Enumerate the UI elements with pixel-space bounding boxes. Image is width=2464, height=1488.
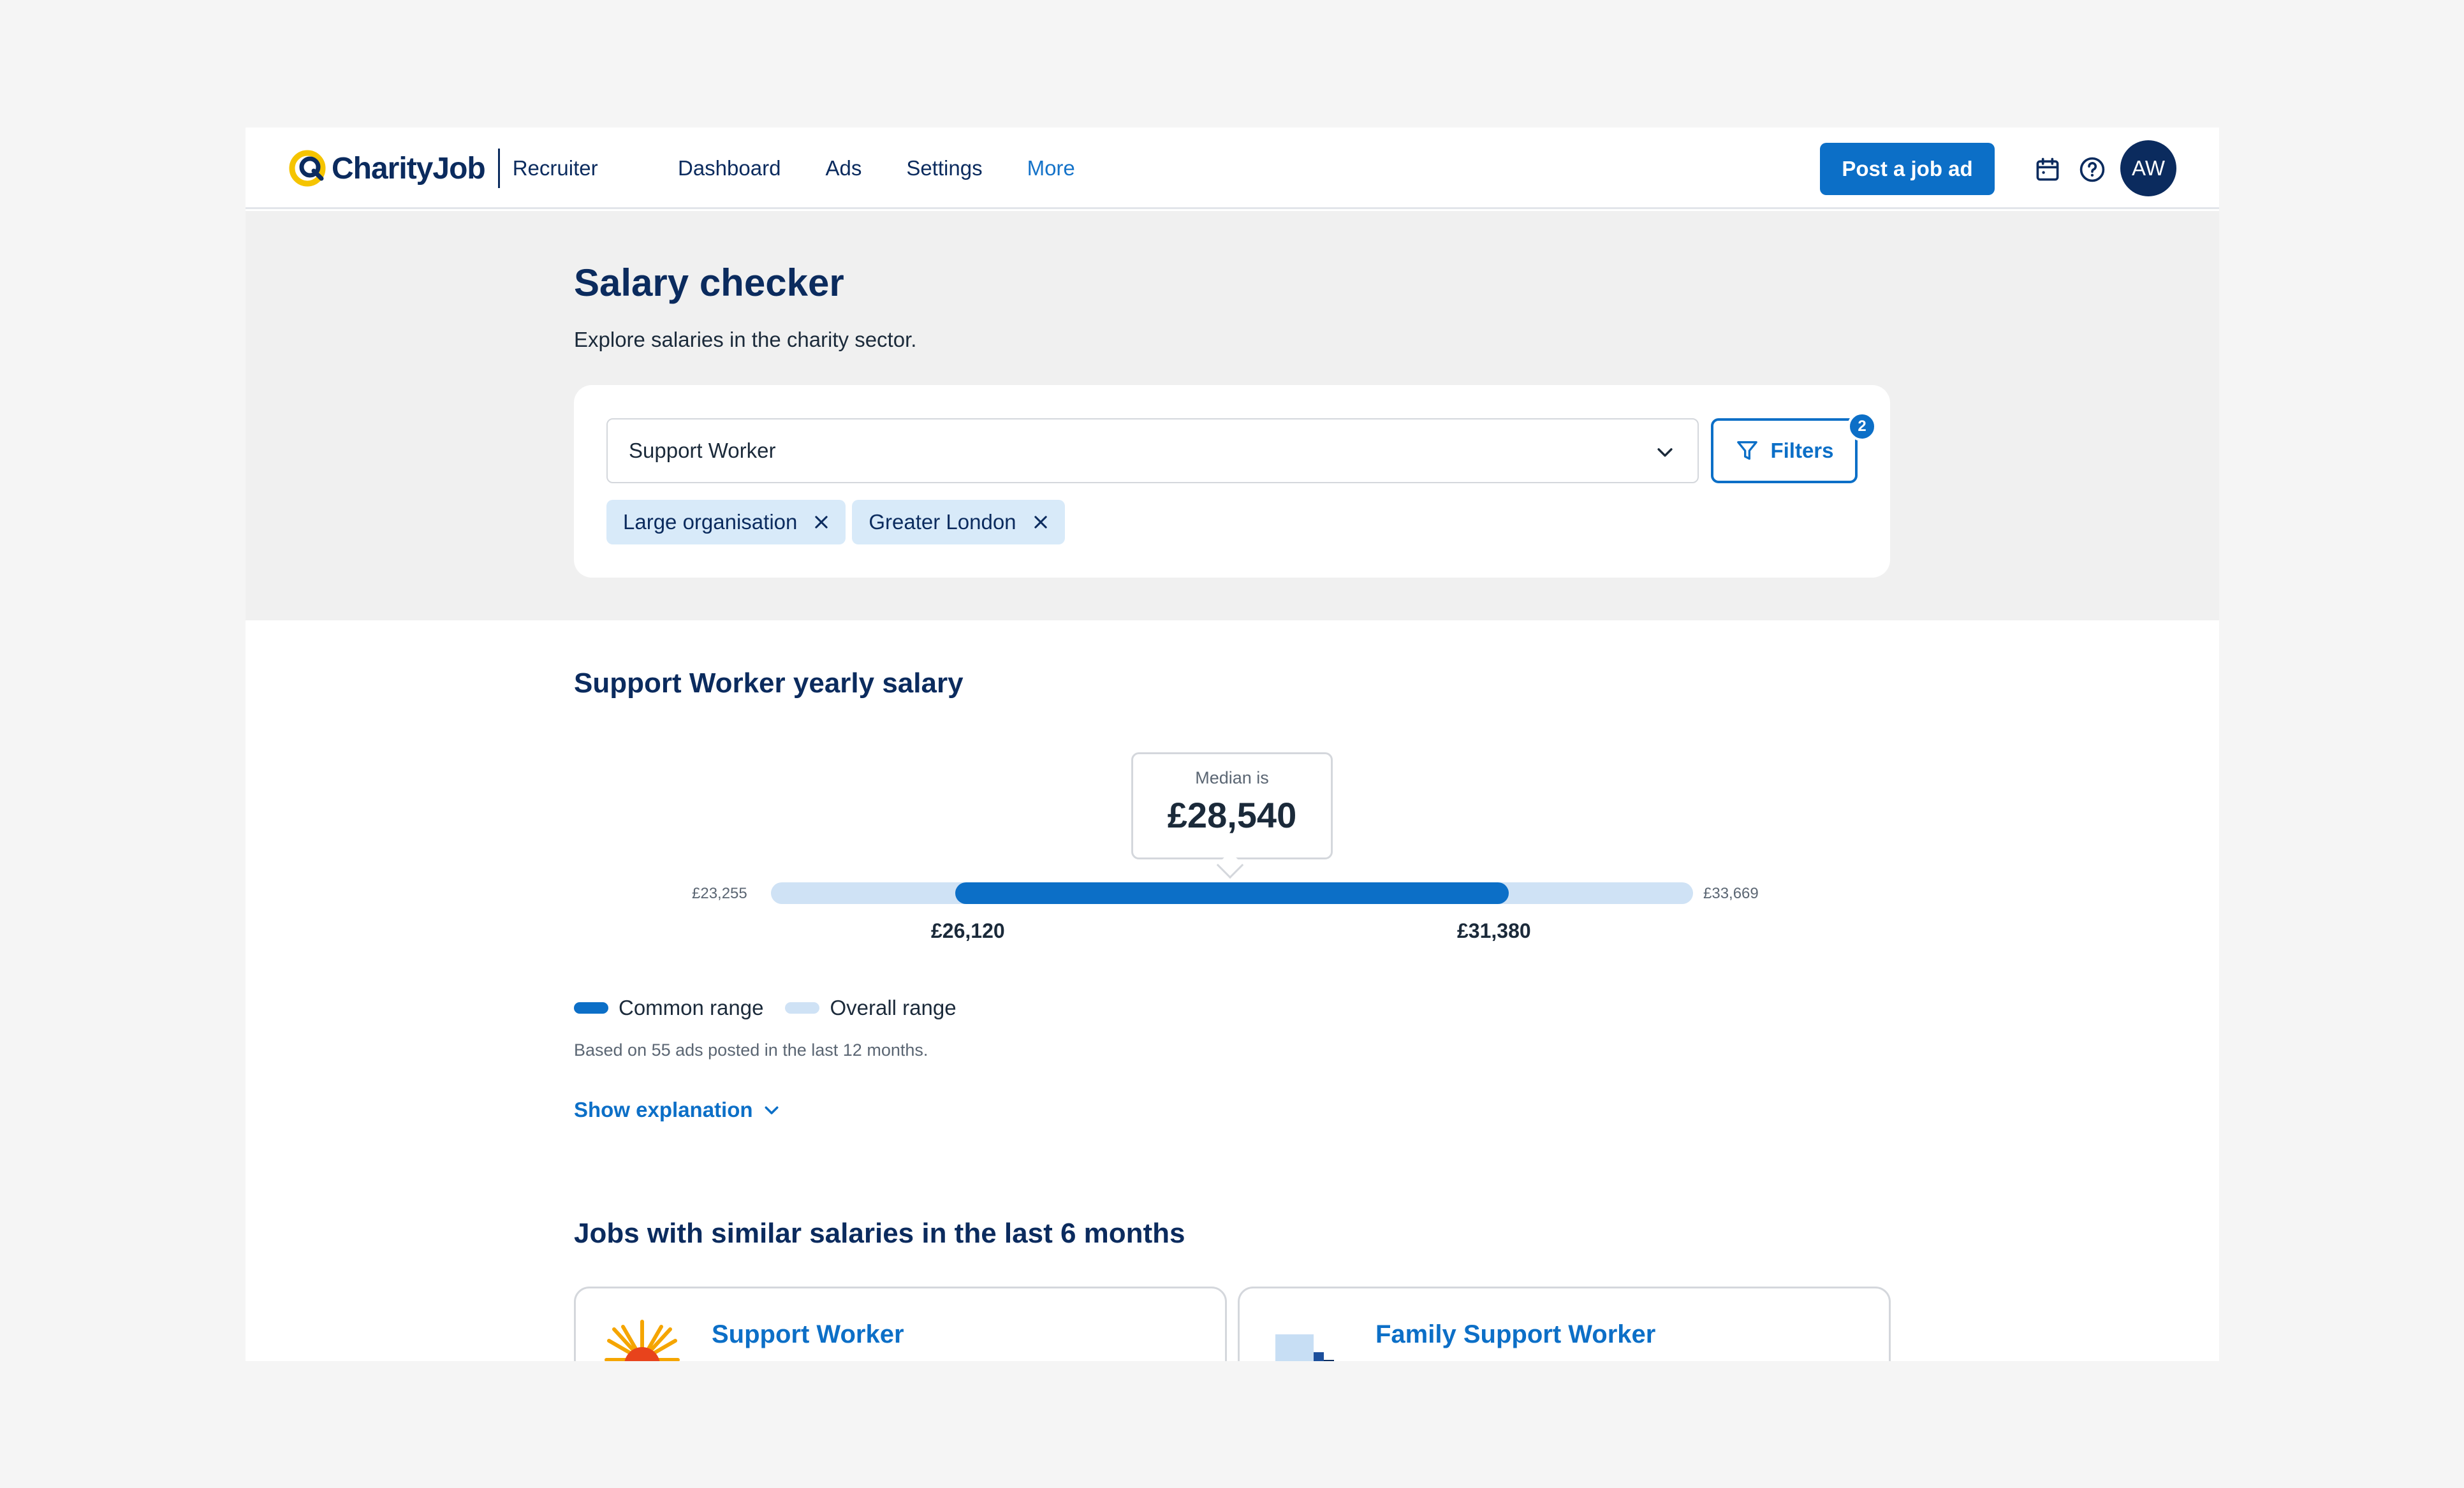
calendar-icon[interactable] [2034,156,2062,184]
blue-blocks-logo-icon [1275,1334,1334,1361]
legend-common-swatch [574,1002,608,1014]
job-title[interactable]: Family Support Worker [1375,1320,1656,1348]
top-navbar: CharityJob Recruiter Dashboard Ads Setti… [246,128,2219,209]
job-role-value: Support Worker [629,439,776,462]
show-explanation-toggle[interactable]: Show explanation [574,1098,781,1122]
brand-name: CharityJob [332,151,486,186]
close-icon[interactable] [812,513,830,531]
app-window: CharityJob Recruiter Dashboard Ads Setti… [246,128,2219,1361]
chevron-down-icon [765,1106,779,1114]
sunburst-logo-icon [605,1320,680,1361]
charityjob-logo[interactable]: CharityJob Recruiter [287,147,598,190]
overall-min-label: £23,255 [692,885,747,902]
common-high-label: £31,380 [1457,919,1531,942]
brand-subtitle: Recruiter [512,156,598,180]
page-title: Salary checker [574,261,844,304]
median-label: Median is [1195,768,1269,787]
nav-more[interactable]: More [1027,156,1075,180]
user-avatar[interactable]: AW [2120,140,2176,196]
nav-settings[interactable]: Settings [906,156,983,180]
overall-max-label: £33,669 [1703,885,1759,902]
job-card[interactable]: Family Support Worker [1238,1287,1891,1361]
post-job-ad-button[interactable]: Post a job ad [1820,143,1995,195]
filter-chip-label: Large organisation [623,510,798,534]
filters-label: Filters [1770,439,1834,462]
filters-button[interactable]: Filters [1711,418,1858,483]
logo-divider [497,149,500,188]
job-title[interactable]: Support Worker [712,1320,904,1348]
filter-chip[interactable]: Large organisation [606,500,846,544]
page-subtitle: Explore salaries in the charity sector. [574,328,917,351]
legend-overall-swatch [785,1002,820,1014]
filter-funnel-icon [1737,441,1758,460]
nav-ads[interactable]: Ads [825,156,862,180]
main-nav: Dashboard Ads Settings More [678,128,1075,209]
charityjob-logo-icon [289,150,326,187]
job-role-select[interactable]: Support Worker [606,418,1699,483]
search-card: Support Worker Filters 2 Large organisat… [574,385,1890,578]
salary-section-title: Support Worker yearly salary [574,667,964,699]
common-low-label: £26,120 [931,919,1005,942]
close-icon[interactable] [1032,513,1050,531]
range-legend: Common range Overall range [574,996,978,1020]
common-range-bar [955,882,1509,904]
chevron-down-icon [1657,448,1673,457]
filter-chip[interactable]: Greater London [852,500,1065,544]
help-icon[interactable] [2078,156,2106,184]
show-explanation-label: Show explanation [574,1098,753,1121]
job-card[interactable]: Support Worker [574,1287,1227,1361]
similar-jobs-title: Jobs with similar salaries in the last 6… [574,1218,1185,1249]
filter-count-badge: 2 [1847,412,1877,441]
search-section: Salary checker Explore salaries in the c… [246,211,2219,620]
legend-overall-label: Overall range [830,996,957,1019]
active-filter-chips: Large organisation Greater London [606,500,1065,544]
median-tooltip: Median is £28,540 [1131,752,1333,859]
nav-dashboard[interactable]: Dashboard [678,156,781,180]
legend-common-label: Common range [619,996,764,1019]
filter-chip-label: Greater London [869,510,1016,534]
data-source-note: Based on 55 ads posted in the last 12 mo… [574,1040,928,1060]
median-value: £28,540 [1167,795,1297,835]
